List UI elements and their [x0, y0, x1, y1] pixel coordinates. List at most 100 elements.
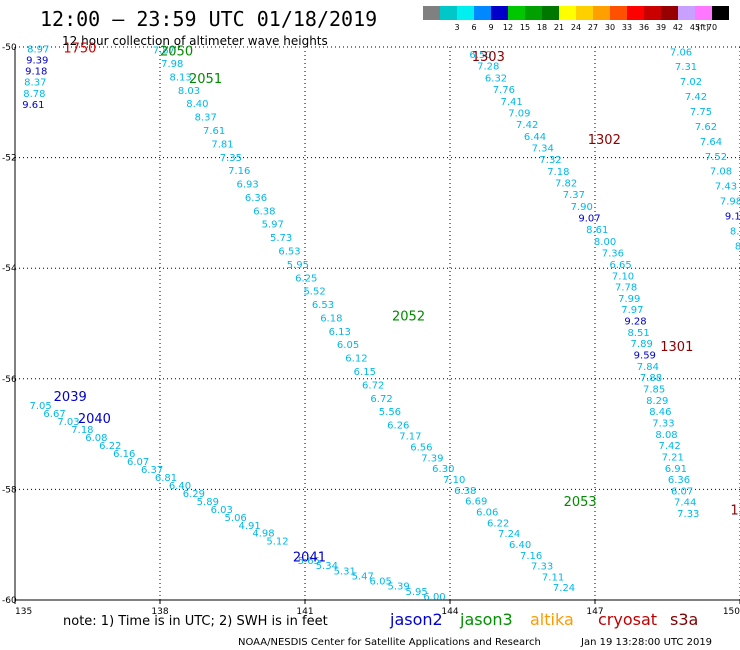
y-tick-label: -54 [2, 264, 17, 274]
wave-height-value: 7.44 [674, 498, 696, 509]
wave-height-value: 6.30 [432, 464, 454, 475]
wave-height-value: 9.59 [634, 351, 656, 362]
wave-height-value: 6.08 [85, 433, 107, 444]
wave-height-value: 7.35 [220, 153, 242, 164]
wave-height-value: 8.38 [735, 241, 740, 252]
pass-number-label: 2051 [189, 72, 222, 87]
y-tick-label: -58 [2, 485, 17, 495]
wave-height-value: 6.29 [183, 489, 205, 500]
pass-number-label: 1750 [63, 42, 96, 57]
wave-height-value: 7.76 [493, 85, 515, 96]
wave-height-value: 7.17 [399, 432, 421, 443]
wave-height-value: 6.44 [524, 132, 546, 143]
wave-height-value: 6.53 [278, 246, 300, 257]
wave-height-value: 6.36 [245, 193, 267, 204]
wave-height-value: 7.85 [643, 384, 665, 395]
wave-height-value: 9.61 [22, 100, 44, 111]
wave-height-value: 5.97 [262, 220, 284, 231]
wave-height-value: 6.25 [295, 273, 317, 284]
wave-height-value: 8.46 [649, 407, 671, 418]
legend-tick-label: 33 [622, 23, 632, 32]
wave-height-value: 6.50 [469, 50, 491, 61]
wave-height-value: 7.31 [675, 62, 697, 73]
wave-height-value: 9.28 [624, 317, 646, 328]
wave-height-value: 5.95 [287, 260, 309, 271]
wave-height-value: 6.91 [665, 464, 687, 475]
wave-height-value: 7.11 [542, 572, 564, 583]
legend-swatch [491, 6, 508, 20]
wave-height-value: 5.47 [352, 571, 374, 582]
wave-height-value: 7.61 [203, 126, 225, 137]
legend-swatch [661, 6, 678, 20]
legend-swatch [559, 6, 576, 20]
wave-height-value: 7.42 [659, 441, 681, 452]
track-2053: 7.176.567.396.307.106.386.696.066.227.24… [399, 432, 575, 595]
wave-height-value: 6.00 [423, 592, 445, 603]
wave-height-value: 6.40 [169, 481, 191, 492]
legend-swatch [542, 6, 559, 20]
pass-number-label: 2050 [160, 44, 193, 59]
wave-height-value: 7.42 [516, 120, 538, 131]
wave-height-value: 8.40 [186, 99, 208, 110]
wave-height-value: 4.98 [252, 529, 274, 540]
legend-swatch [525, 6, 542, 20]
legend-tick-label: 9 [488, 23, 493, 32]
wave-height-value: 5.31 [334, 566, 356, 577]
wave-height-value: 7.18 [547, 167, 569, 178]
wave-height-value: 6.22 [487, 518, 509, 529]
wave-height-value: 6.72 [370, 394, 392, 405]
mission-jason2: jason2 [389, 610, 443, 629]
wave-height-value: 7.33 [652, 418, 674, 429]
wave-height-value: 7.28 [477, 62, 499, 73]
wave-height-value: 6.93 [236, 180, 258, 191]
x-tick-label: 144 [441, 607, 458, 617]
footer-note: note: 1) Time is in UTC; 2) SWH is in fe… [63, 614, 328, 629]
wave-height-value: 6.53 [312, 300, 334, 311]
wave-height-value: 6.07 [671, 486, 693, 497]
wave-height-value: 6.12 [345, 354, 367, 365]
wave-height-value: 8.97 [27, 45, 49, 56]
wave-height-value: 5.56 [379, 407, 401, 418]
wave-height-value: 6.81 [155, 473, 177, 484]
timestamp: Jan 19 13:28:00 UTC 2019 [580, 637, 712, 648]
wave-height-value: 9.18 [25, 67, 47, 78]
wave-height-value: 7.32 [539, 155, 561, 166]
wave-height-value: 5.73 [270, 233, 292, 244]
wave-height-value: 7.62 [695, 122, 717, 133]
x-tick-label: 150 [723, 607, 740, 617]
wave-height-value: 8.03 [178, 86, 200, 97]
wave-height-value: 7.05 [30, 401, 52, 412]
legend-swatch [627, 6, 644, 20]
legend-tick-label: 45 [690, 23, 700, 32]
mission-jason3: jason3 [459, 610, 513, 629]
wave-height-value: 7.89 [631, 339, 653, 350]
track-1303: 6.507.286.327.767.417.097.426.447.347.32… [469, 50, 631, 271]
wave-height-value: 8.13 [169, 72, 191, 83]
legend-tick-label: 30 [605, 23, 615, 32]
wave-height-value: 7.24 [498, 529, 520, 540]
wave-height-value: 7.16 [520, 551, 542, 562]
wave-height-value: 8.37 [24, 78, 46, 89]
wave-height-value: 7.36 [602, 249, 624, 260]
wave-height-value: 7.90 [571, 202, 593, 213]
wave-height-value: 6.15 [354, 367, 376, 378]
legend-tick-label: 70 [707, 23, 717, 32]
wave-height-value: 6.38 [454, 486, 476, 497]
wave-height-value: 7.81 [211, 139, 233, 150]
wave-height-value: 7.10 [443, 475, 465, 486]
chart-subtitle: 12 hour collection of altimeter wave hei… [62, 34, 328, 48]
wave-height-value: 9.07 [578, 214, 600, 225]
legend-tick-label: 24 [571, 23, 581, 32]
wave-height-value: 7.39 [421, 453, 443, 464]
chart-title: 12:00 — 23:59 UTC 01/18/2019 [40, 7, 377, 31]
pass-number-label: 2039 [54, 390, 87, 405]
wave-height-value: 8.78 [23, 89, 45, 100]
wave-height-value: 8.29 [646, 396, 668, 407]
wave-height-value: 6.37 [141, 465, 163, 476]
wave-height-value: 6.18 [320, 313, 342, 324]
legend-tick-label: 42 [673, 23, 683, 32]
wave-height-value: 6.36 [668, 475, 690, 486]
legend-tick-label: 15 [520, 23, 530, 32]
wave-height-value: 5.65 [298, 556, 320, 567]
legend-swatch [644, 6, 661, 20]
